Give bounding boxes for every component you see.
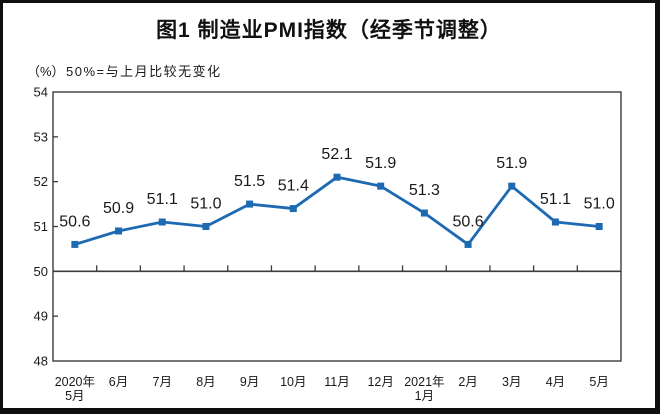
data-point-marker	[71, 240, 79, 248]
data-point-label: 50.9	[103, 200, 134, 217]
data-point-marker	[464, 240, 472, 248]
x-axis-label: 4月	[546, 375, 565, 389]
pmi-series-line	[74, 175, 600, 246]
data-point-marker	[158, 218, 166, 226]
y-tick-label: 52	[34, 174, 48, 189]
x-axis-label: 7月	[153, 375, 172, 389]
data-point-marker	[246, 200, 254, 208]
pmi-line-chart: 54 53 52 51 50 49 48 50.6 50.9 51.1 51.0 51.5 51.4 52…	[34, 85, 622, 403]
y-tick-label: 50	[34, 264, 48, 279]
data-point-marker	[202, 223, 210, 230]
x-axis-label: 2月	[458, 375, 477, 389]
data-point-marker	[595, 223, 603, 230]
data-point-label: 51.1	[147, 191, 178, 208]
chart-title: 图1 制造业PMI指数（经季节调整）	[156, 19, 502, 42]
y-tick-label: 51	[34, 219, 48, 234]
data-point-marker	[115, 227, 123, 235]
x-axis-label: 6月	[109, 375, 128, 389]
y-tick-label: 49	[34, 309, 48, 324]
x-axis-label: 11月	[324, 375, 349, 389]
x-axis-label: 10月	[280, 375, 306, 389]
y-tick-label: 54	[34, 85, 48, 100]
x-axis-label: 3月	[502, 375, 521, 389]
data-point-label: 51.0	[190, 196, 221, 213]
data-point-label: 52.1	[321, 146, 352, 163]
data-point-label: 51.3	[409, 182, 440, 199]
data-point-label: 50.6	[453, 213, 484, 230]
data-point-label: 51.5	[234, 173, 265, 190]
x-axis-label: 2021年 1月	[404, 375, 444, 403]
x-axis-label: 2020年 5月	[55, 375, 95, 403]
y-tick-label: 53	[34, 129, 48, 144]
data-point-marker	[508, 182, 516, 190]
data-point-marker	[289, 205, 297, 213]
x-axis-label: 12月	[367, 375, 393, 389]
data-point-marker	[333, 173, 341, 181]
data-point-label: 51.9	[365, 155, 396, 172]
data-point-label: 50.6	[59, 213, 90, 230]
x-axis-label: 8月	[196, 375, 215, 389]
y-axis-unit-label: （%）	[27, 64, 65, 79]
data-point-label: 51.4	[278, 178, 309, 195]
y-tick-label: 48	[34, 354, 48, 369]
data-point-marker	[377, 182, 385, 190]
x-axis-label: 9月	[240, 375, 259, 389]
x-axis-label: 5月	[589, 375, 608, 389]
data-point-label: 51.9	[496, 155, 527, 172]
data-point-marker	[551, 218, 559, 226]
data-point-label: 51.1	[540, 191, 571, 208]
data-point-label: 51.0	[584, 196, 615, 213]
data-point-marker	[420, 209, 428, 217]
reference-note: 50%=与上月比较无变化	[66, 64, 222, 79]
